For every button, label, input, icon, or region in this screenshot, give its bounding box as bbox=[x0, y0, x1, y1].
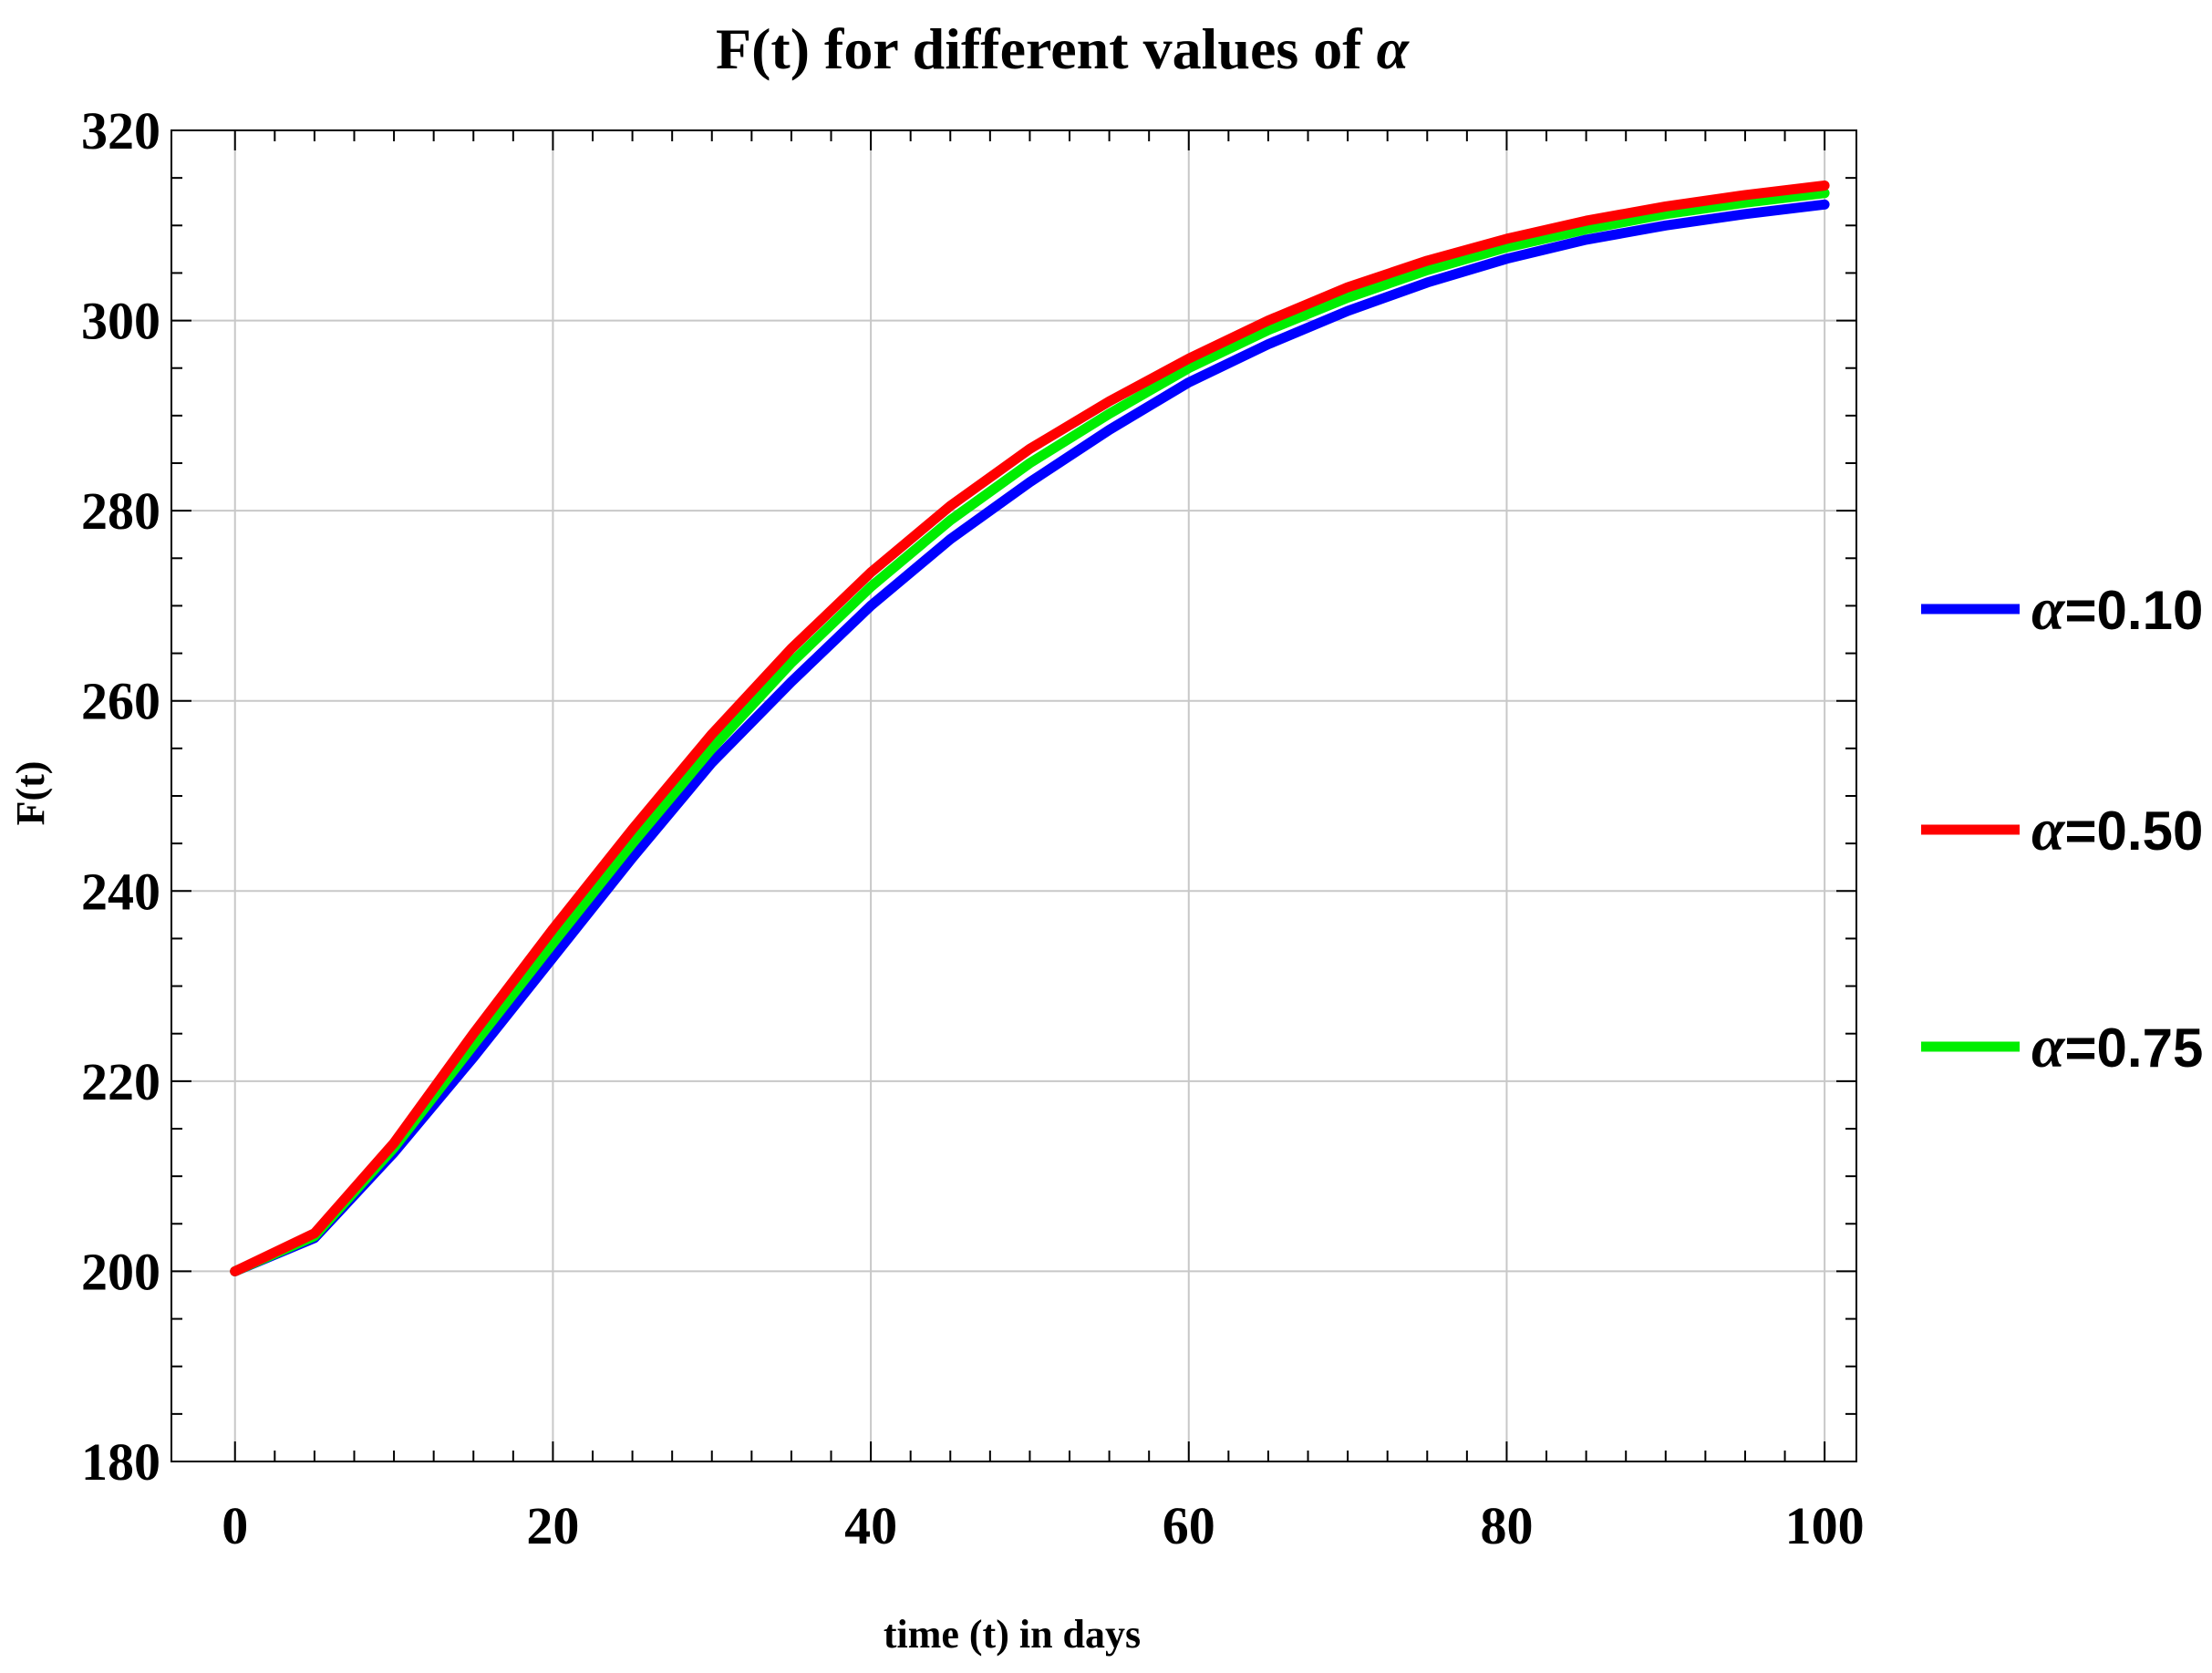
tick-labels: 0 20 40 60 80 100 180 200 220 240 260 280 300 320 bbox=[81, 101, 1865, 1555]
y-tick-label: 280 bbox=[81, 481, 160, 541]
series-lines bbox=[230, 181, 1830, 1276]
x-tick-label: 40 bbox=[844, 1496, 897, 1555]
plot-frame bbox=[171, 129, 1857, 1462]
y-axis-label: F(t) bbox=[8, 761, 53, 826]
legend-alpha-symbol: α bbox=[2031, 576, 2066, 643]
series-line-1 bbox=[230, 199, 1830, 1276]
x-tick-label: 100 bbox=[1785, 1496, 1865, 1555]
y-tick-label: 300 bbox=[81, 292, 160, 351]
x-tick-label: 0 bbox=[222, 1496, 248, 1555]
x-tick-label: 60 bbox=[1163, 1496, 1215, 1555]
legend-value: =0.75 bbox=[2065, 1017, 2204, 1079]
plot-border bbox=[171, 129, 1857, 1462]
series-line-2 bbox=[230, 181, 1830, 1276]
legend-alpha-symbol: α bbox=[2031, 797, 2066, 863]
chart-title-symbol: α bbox=[1377, 16, 1411, 81]
y-tick-label: 320 bbox=[81, 101, 160, 160]
legend-value: =0.50 bbox=[2065, 800, 2204, 862]
legend-alpha-symbol: α bbox=[2031, 1014, 2066, 1080]
x-tick-label: 80 bbox=[1480, 1496, 1533, 1555]
legend-label: α=0.50 bbox=[2031, 797, 2203, 863]
legend-label: α=0.10 bbox=[2031, 576, 2203, 643]
y-tick-label: 180 bbox=[81, 1432, 160, 1492]
series-line-3 bbox=[230, 188, 1830, 1276]
x-axis-label: time (t) in days bbox=[884, 1612, 1141, 1657]
x-tick-label: 20 bbox=[526, 1496, 579, 1555]
y-tick-label: 220 bbox=[81, 1052, 160, 1111]
chart-title-text: F(t) for different values of bbox=[716, 16, 1362, 81]
y-tick-label: 240 bbox=[81, 862, 160, 921]
legend: α=0.10α=0.50α=0.75 bbox=[1921, 576, 2203, 1080]
chart-title: F(t) for different values of α bbox=[716, 16, 1411, 81]
y-tick-label: 260 bbox=[81, 672, 160, 731]
grid-lines bbox=[171, 129, 1856, 1462]
y-tick-label: 200 bbox=[81, 1242, 160, 1301]
legend-label: α=0.75 bbox=[2031, 1014, 2203, 1080]
legend-value: =0.10 bbox=[2065, 580, 2204, 641]
